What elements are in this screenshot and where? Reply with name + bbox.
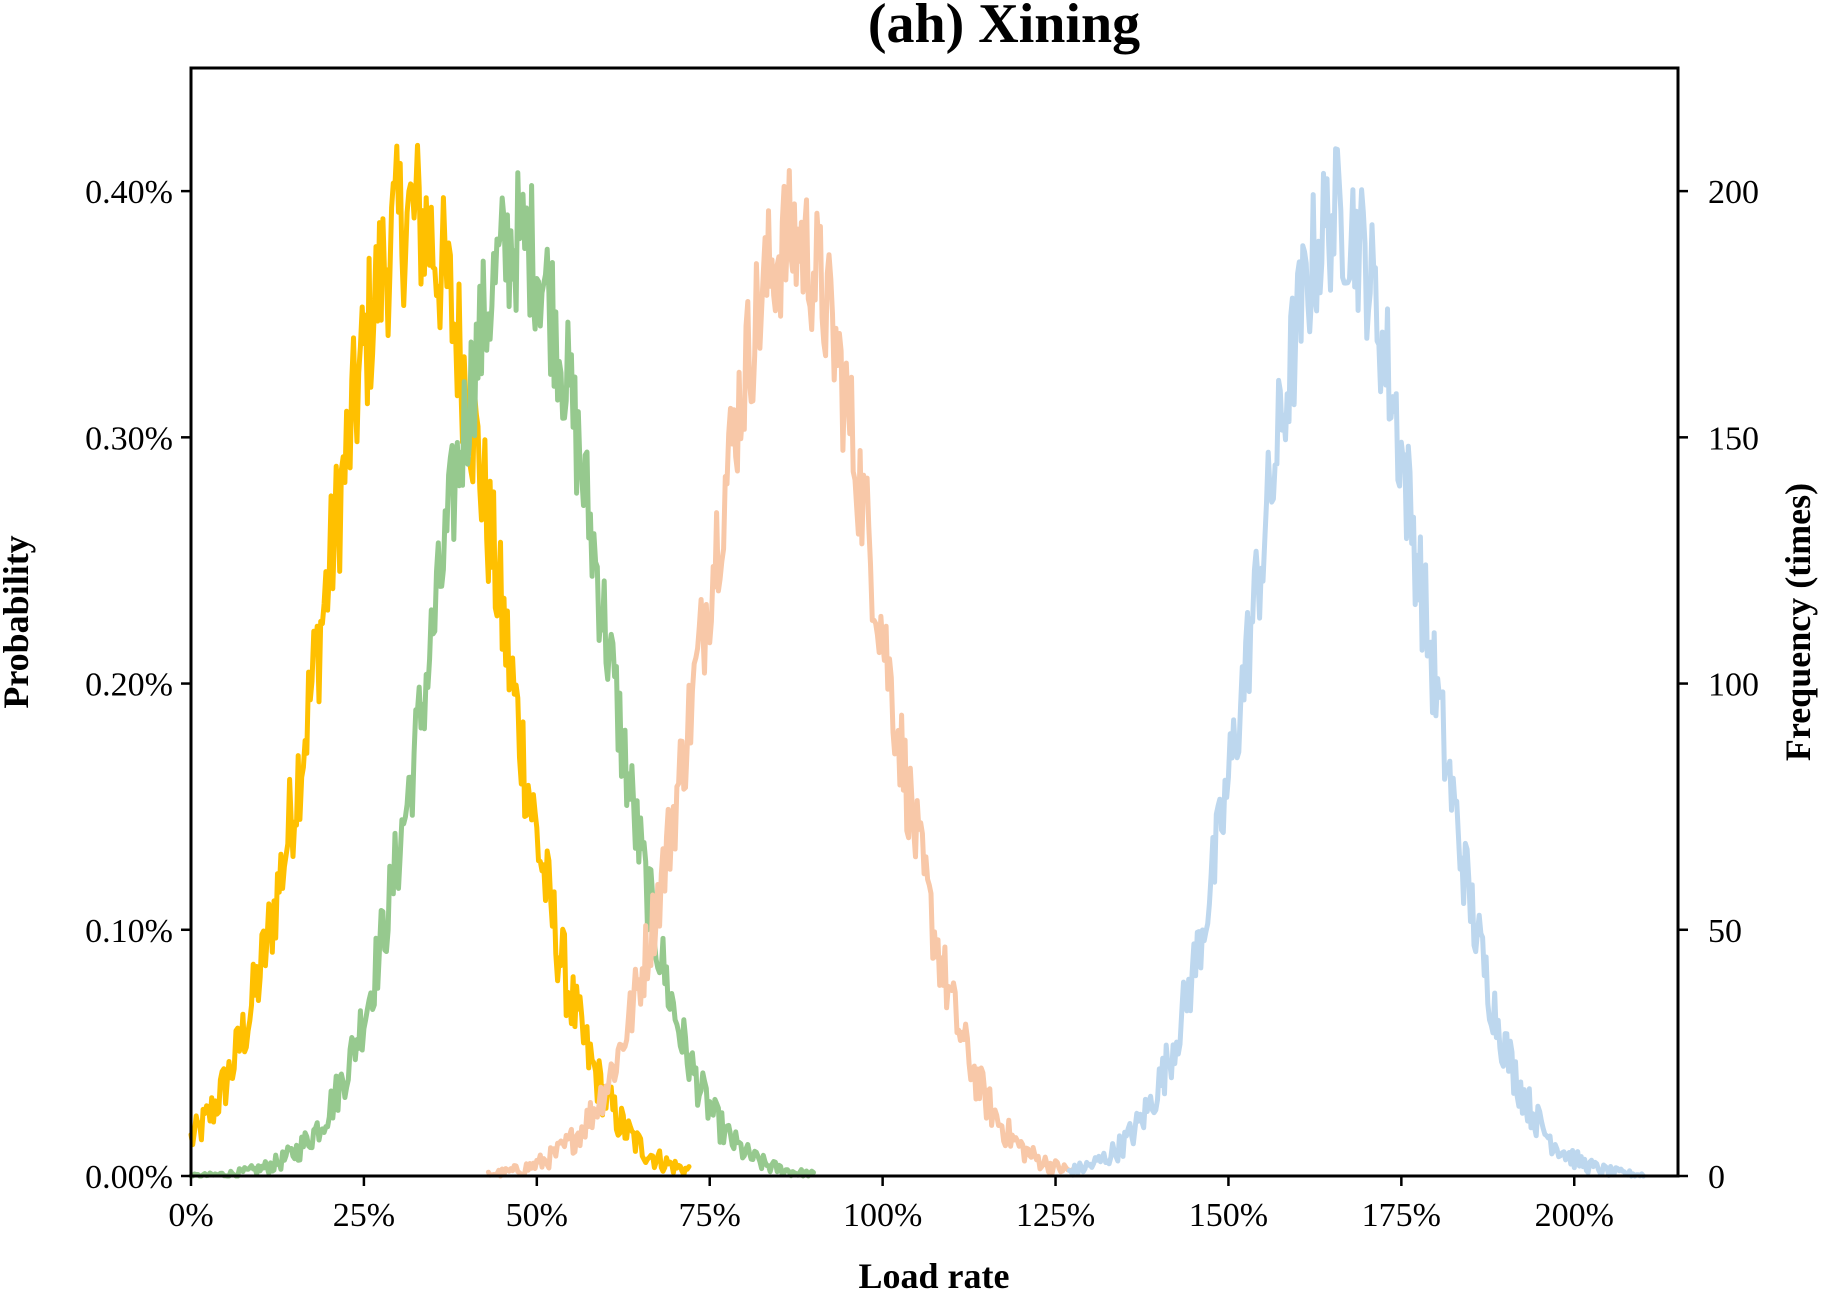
chart-title: (ah) Xining [868, 0, 1140, 55]
series-line-3 [485, 168, 1079, 1179]
x-tick-label: 175% [1362, 1197, 1441, 1234]
x-axis-label: Load rate [859, 1256, 1010, 1296]
x-tick-label: 200% [1535, 1197, 1614, 1234]
x-axis: 0% 25% 50% 75% 100% 125% 150% 175% 200% [168, 1176, 1614, 1234]
x-tick-label: 25% [333, 1197, 395, 1234]
y2-tick-label: 50 [1708, 913, 1742, 950]
series-layer [188, 142, 1646, 1179]
y2-axis-label: Frequency (times) [1778, 483, 1818, 761]
x-tick-label: 50% [506, 1197, 568, 1234]
x-tick-label: 0% [168, 1197, 213, 1234]
y-tick-label: 0.20% [85, 667, 173, 704]
y-axis-right: 0 50 100 150 200 [1678, 174, 1759, 1196]
y-axis-left: 0.00% 0.10% 0.20% 0.30% 0.40% [85, 174, 191, 1196]
series-line-4 [1066, 146, 1646, 1179]
plot-frame [189, 66, 1680, 1178]
x-tick-label: 100% [843, 1197, 922, 1234]
y2-tick-label: 200 [1708, 174, 1759, 211]
x-tick-label: 150% [1189, 1197, 1268, 1234]
x-tick-label: 75% [679, 1197, 741, 1234]
y-tick-label: 0.00% [85, 1159, 173, 1196]
series-line-1 [188, 142, 692, 1178]
y2-tick-label: 150 [1708, 420, 1759, 457]
x-tick-label: 125% [1016, 1197, 1095, 1234]
y-tick-label: 0.30% [85, 420, 173, 457]
y-tick-label: 0.40% [85, 174, 173, 211]
y2-tick-label: 0 [1708, 1159, 1725, 1196]
y2-tick-label: 100 [1708, 667, 1759, 704]
y-tick-label: 0.10% [85, 913, 173, 950]
series-line-2 [188, 170, 816, 1179]
y-axis-label: Probability [0, 535, 36, 708]
